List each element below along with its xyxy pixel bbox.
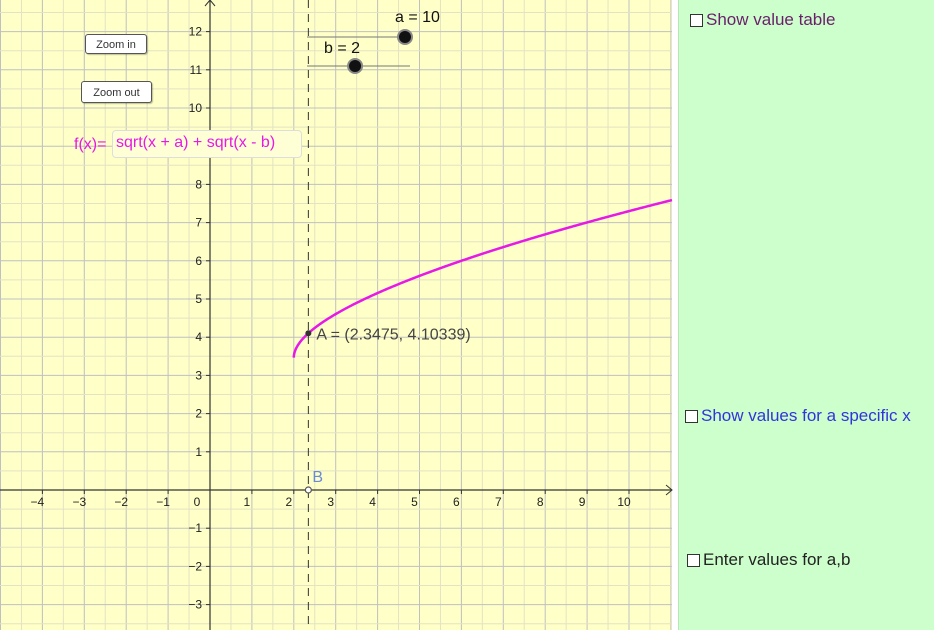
x-tick-label: 7: [495, 495, 502, 509]
x-tick-label: 2: [285, 495, 292, 509]
y-tick-label: −3: [188, 598, 202, 612]
x-tick-label: 0: [194, 495, 201, 509]
y-axis-arrow: [204, 0, 216, 7]
y-tick-label: 6: [195, 254, 202, 268]
enter-values-ab-label: Enter values for a,b: [703, 550, 851, 569]
slider-a-thumb[interactable]: [397, 29, 413, 45]
slider-a-label: a = 10: [395, 9, 440, 26]
function-label: f(x)=: [74, 136, 107, 153]
x-tick-label: −4: [31, 495, 45, 509]
y-tick-label: −1: [188, 521, 202, 535]
slider-b-thumb[interactable]: [347, 58, 364, 74]
y-tick-label: 10: [189, 101, 203, 115]
x-tick-label: 5: [411, 495, 418, 509]
y-tick-label: 4: [195, 330, 202, 344]
x-tick-label: 6: [453, 495, 460, 509]
y-tick-label: 7: [195, 216, 202, 230]
checkbox-box[interactable]: [690, 13, 703, 27]
zoom-in-button[interactable]: Zoom in: [85, 34, 147, 54]
y-tick-label: 3: [195, 368, 202, 382]
x-tick-label: 8: [537, 495, 544, 509]
show-values-specific-x-label: Show values for a specific x: [701, 406, 911, 425]
y-tick-label: 11: [190, 63, 203, 77]
point-a-label: A = (2.3475, 4.10339): [316, 326, 470, 343]
y-tick-label: 5: [195, 292, 202, 306]
function-input[interactable]: sqrt(x + a) + sqrt(x - b): [112, 130, 302, 158]
function-curve[interactable]: [292, 198, 673, 358]
x-tick-label: 1: [244, 495, 251, 509]
slider-b-label: b = 2: [324, 40, 360, 57]
x-tick-label: −3: [72, 495, 86, 509]
x-tick-label: −1: [156, 495, 170, 509]
show-value-table-label: Show value table: [706, 10, 836, 29]
checkbox-box[interactable]: [687, 553, 700, 567]
y-tick-label: 8: [195, 177, 202, 191]
x-tick-label: 4: [369, 495, 376, 509]
zoom-out-button[interactable]: Zoom out: [81, 81, 152, 103]
show-value-table-checkbox[interactable]: Show value table: [690, 10, 835, 30]
point-a[interactable]: [305, 330, 312, 337]
x-tick-label: 10: [617, 495, 631, 509]
point-b-label: B: [312, 469, 323, 486]
x-tick-label: 3: [327, 495, 334, 509]
graphics-view[interactable]: −4 −3 −2 −1 0 1 2 3 4 5 6 7 8 9 10 −3 −2 −1 1 2 3 4 5 6 7 8 10 11 12…: [0, 0, 678, 630]
y-tick-label: 2: [195, 407, 202, 421]
x-tick-label: 9: [579, 495, 586, 509]
coordinate-plane[interactable]: −4 −3 −2 −1 0 1 2 3 4 5 6 7 8 9 10−3−2−112345678101112…: [0, 0, 678, 630]
y-tick-label: −2: [188, 559, 202, 573]
enter-values-ab-checkbox[interactable]: Enter values for a,b: [687, 550, 850, 570]
y-tick-label: 12: [189, 25, 203, 39]
x-axis-arrow: [665, 484, 673, 496]
point-b[interactable]: [304, 486, 312, 494]
y-tick-label: 1: [195, 445, 202, 459]
side-panel: Show value table Show values for a speci…: [678, 0, 934, 630]
x-tick-label: −2: [114, 495, 128, 509]
checkbox-box[interactable]: [685, 409, 698, 423]
show-values-specific-x-checkbox[interactable]: Show values for a specific x: [685, 406, 911, 426]
